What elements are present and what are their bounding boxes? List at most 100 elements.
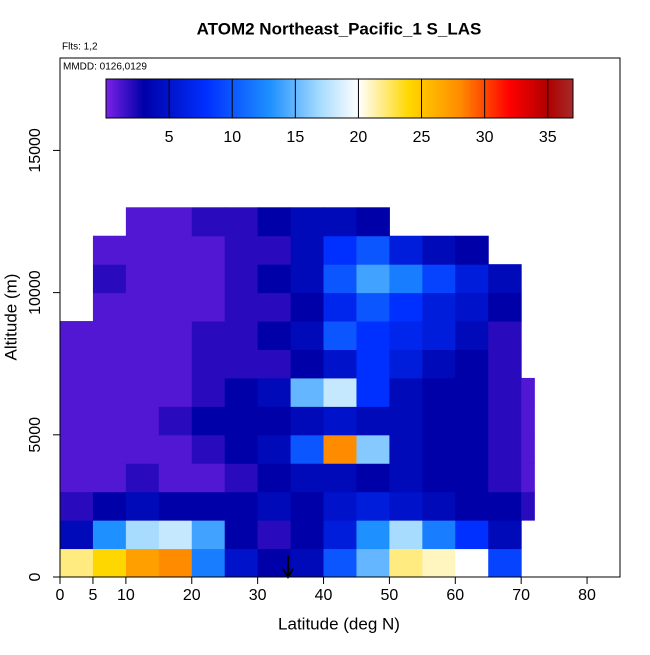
heat-cell bbox=[257, 207, 292, 237]
heat-cell bbox=[125, 548, 160, 578]
heat-cell bbox=[224, 463, 259, 493]
heat-cell bbox=[191, 264, 226, 294]
heat-cell bbox=[455, 548, 489, 578]
heat-cell bbox=[224, 292, 259, 322]
x-tick-label: 40 bbox=[315, 587, 333, 604]
heat-cell bbox=[257, 463, 292, 493]
heat-cell bbox=[356, 235, 390, 265]
heat-cell bbox=[257, 491, 292, 521]
heat-cell bbox=[323, 349, 357, 379]
heat-cell bbox=[158, 349, 193, 379]
heat-cell bbox=[257, 406, 292, 436]
heat-cell bbox=[158, 235, 193, 265]
heat-cell bbox=[488, 377, 522, 407]
heat-cell bbox=[488, 548, 522, 578]
heat-cell bbox=[224, 264, 259, 294]
axes: 0 5 10 20 30 40 50 60 70 80 0 5000 10000 15000 5 10 15 20… bbox=[27, 78, 596, 604]
heat-cell bbox=[224, 349, 259, 379]
heat-cell bbox=[290, 292, 325, 322]
heat-cell bbox=[290, 406, 325, 436]
heat-cell bbox=[158, 463, 193, 493]
heat-cell bbox=[92, 520, 127, 550]
x-tick-label: 60 bbox=[446, 587, 464, 604]
heat-cell bbox=[356, 349, 390, 379]
heat-cell bbox=[356, 207, 390, 237]
heat-cell bbox=[257, 321, 292, 350]
heat-cell bbox=[224, 434, 259, 464]
heatmap bbox=[60, 207, 535, 578]
heat-cell bbox=[158, 377, 193, 407]
heat-cell bbox=[323, 463, 357, 493]
heat-cell bbox=[488, 434, 522, 464]
heat-cell bbox=[125, 321, 160, 350]
heat-cell bbox=[257, 520, 292, 550]
heat-cell bbox=[60, 377, 94, 407]
heat-cell bbox=[455, 434, 489, 464]
heat-cell bbox=[257, 292, 292, 322]
y-tick-label: 15000 bbox=[27, 128, 44, 173]
heat-cell bbox=[158, 207, 193, 237]
heat-cell bbox=[92, 434, 127, 464]
heat-cell bbox=[455, 235, 489, 265]
heat-cell bbox=[488, 264, 522, 294]
heat-cell bbox=[60, 406, 94, 436]
heat-cell bbox=[422, 491, 456, 521]
heat-cell bbox=[290, 548, 325, 578]
heat-cell bbox=[257, 434, 292, 464]
heat-cell bbox=[455, 292, 489, 322]
heat-cell bbox=[356, 406, 390, 436]
y-tick-label: 0 bbox=[27, 572, 44, 581]
heat-cell bbox=[60, 463, 94, 493]
colorbar-tick-label: 20 bbox=[350, 129, 368, 146]
colorbar-tick-label: 25 bbox=[413, 129, 431, 146]
heat-cell bbox=[356, 264, 390, 294]
heat-cell bbox=[125, 207, 160, 237]
heat-cell bbox=[521, 434, 535, 464]
heat-cell bbox=[92, 264, 127, 294]
heat-cell bbox=[290, 207, 325, 237]
heat-cell bbox=[92, 406, 127, 436]
heat-cell bbox=[356, 434, 390, 464]
heat-cell bbox=[290, 491, 325, 521]
heat-cell bbox=[158, 520, 193, 550]
heat-cell bbox=[257, 377, 292, 407]
heat-cell bbox=[257, 235, 292, 265]
heat-cell bbox=[191, 377, 226, 407]
heat-cell bbox=[158, 434, 193, 464]
heat-cell bbox=[422, 548, 456, 578]
heat-cell bbox=[356, 377, 390, 407]
heat-cell bbox=[224, 406, 259, 436]
heat-cell bbox=[290, 321, 325, 350]
x-tick-label: 10 bbox=[117, 587, 135, 604]
heat-cell bbox=[60, 434, 94, 464]
heat-cell bbox=[389, 235, 423, 265]
heat-cell bbox=[290, 377, 325, 407]
heat-cell bbox=[488, 491, 522, 521]
heat-cell bbox=[521, 491, 535, 521]
heat-cell bbox=[224, 520, 259, 550]
x-axis-label: Latitude (deg N) bbox=[278, 614, 400, 633]
heat-cell bbox=[60, 321, 94, 350]
heat-cell bbox=[389, 548, 423, 578]
heat-cell bbox=[158, 491, 193, 521]
plot-frame bbox=[59, 57, 621, 578]
heat-cell bbox=[323, 264, 357, 294]
heat-cell bbox=[191, 406, 226, 436]
heat-cell bbox=[290, 520, 325, 550]
heat-cell bbox=[125, 235, 160, 265]
heat-cell bbox=[422, 264, 456, 294]
heat-cell bbox=[389, 434, 423, 464]
heat-cell bbox=[125, 434, 160, 464]
heat-cell bbox=[92, 292, 127, 322]
heat-cell bbox=[224, 491, 259, 521]
colorbar-tick-label: 10 bbox=[223, 129, 241, 146]
heat-cell bbox=[422, 463, 456, 493]
heat-cell bbox=[60, 520, 94, 550]
heat-cell bbox=[92, 235, 127, 265]
colorbar bbox=[105, 78, 574, 119]
heat-cell bbox=[191, 463, 226, 493]
heat-cell bbox=[257, 349, 292, 379]
heat-cell bbox=[323, 491, 357, 521]
heat-cell bbox=[92, 349, 127, 379]
heat-cell bbox=[323, 207, 357, 237]
